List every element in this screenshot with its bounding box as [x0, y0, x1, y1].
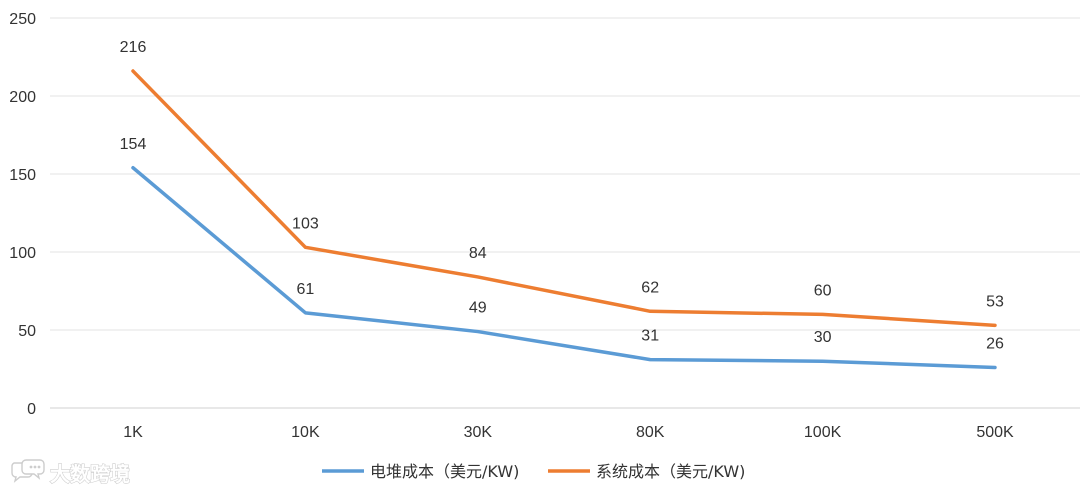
y-tick-label: 0	[27, 401, 36, 418]
legend: 电堆成本（美元/KW) 系统成本（美元/KW)	[322, 462, 745, 481]
data-label: 62	[641, 279, 659, 296]
data-label: 84	[469, 245, 487, 262]
series-line-2	[131, 69, 997, 328]
y-tick-label: 50	[18, 323, 36, 340]
series-line-1	[131, 166, 997, 370]
gridlines	[50, 17, 1080, 409]
x-tick-label: 1K	[123, 424, 143, 441]
chat-bubbles-icon	[11, 459, 45, 483]
data-label: 53	[986, 293, 1004, 310]
data-label: 154	[120, 136, 147, 153]
x-tick-label: 100K	[804, 424, 842, 441]
x-tick-label: 80K	[636, 424, 665, 441]
data-label: 216	[120, 39, 147, 56]
watermark-text: 大数跨境	[50, 462, 130, 486]
data-labels: 154 61 49 31 30 26 216 103 84 62 60 53	[120, 39, 1004, 352]
y-tick-label: 200	[9, 89, 36, 106]
y-tick-label: 250	[9, 11, 36, 28]
y-tick-label: 150	[9, 167, 36, 184]
data-label: 60	[814, 282, 832, 299]
data-label: 30	[814, 329, 832, 346]
legend-label: 系统成本（美元/KW)	[596, 462, 745, 481]
data-label: 31	[641, 328, 659, 345]
data-label: 61	[297, 281, 315, 298]
x-tick-label: 30K	[464, 424, 493, 441]
data-label: 103	[292, 215, 319, 232]
x-axis-ticks: 1K 10K 30K 80K 100K 500K	[123, 424, 1014, 441]
data-label: 49	[469, 300, 487, 317]
series-lines	[131, 69, 997, 370]
x-tick-label: 10K	[291, 424, 320, 441]
watermark: 大数跨境	[11, 459, 131, 487]
legend-label: 电堆成本（美元/KW)	[370, 462, 519, 481]
data-label: 26	[986, 335, 1004, 352]
x-tick-label: 500K	[976, 424, 1014, 441]
y-axis-ticks: 0 50 100 150 200 250	[9, 11, 36, 418]
y-tick-label: 100	[9, 245, 36, 262]
